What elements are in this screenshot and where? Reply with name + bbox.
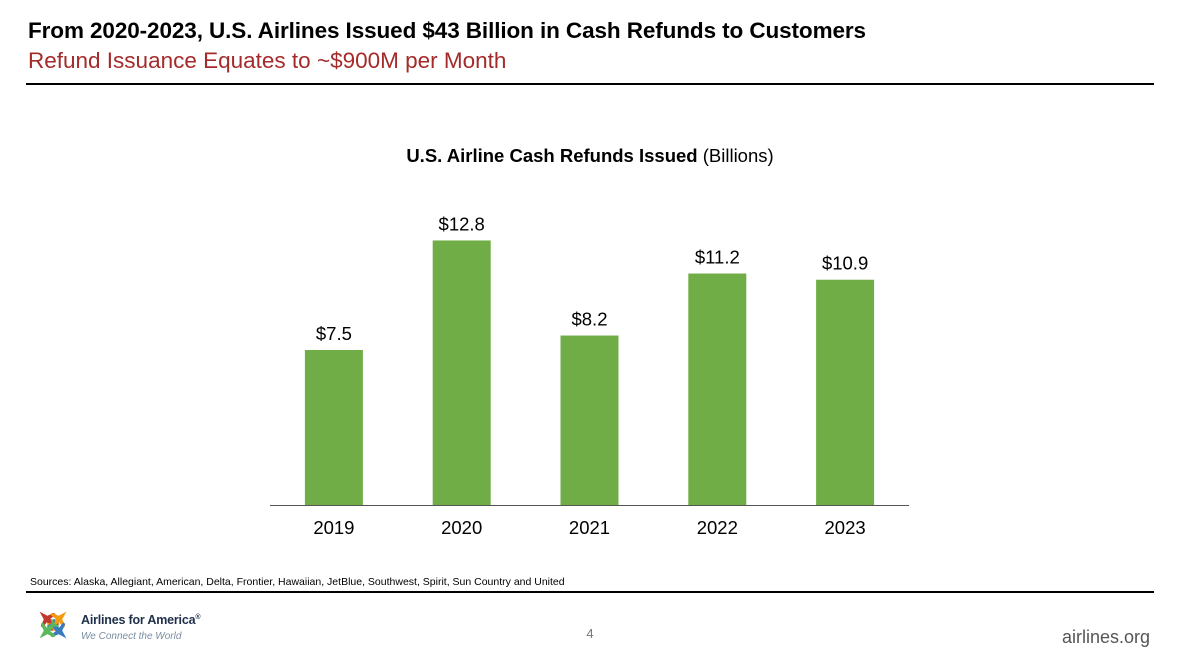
bar-2019	[304, 350, 363, 505]
chart-title-unit: (Billions)	[702, 145, 774, 166]
logo-text: Airlines for America®	[81, 613, 201, 627]
x-tick-label-2019: 2019	[313, 517, 354, 538]
logo-plane-icon-4	[39, 618, 60, 639]
x-tick-label-2023: 2023	[825, 517, 866, 538]
data-label-2019: $7.5	[316, 323, 352, 344]
x-tick-label-2021: 2021	[569, 517, 610, 538]
bar-2023	[816, 279, 875, 505]
airlines-for-america-logo-icon	[39, 611, 67, 639]
data-label-2022: $11.2	[695, 247, 740, 268]
bar-2022	[688, 273, 747, 505]
sources-note: Sources: Alaska, Allegiant, American, De…	[30, 576, 565, 588]
slide-subtitle: Refund Issuance Equates to ~$900M per Mo…	[28, 48, 507, 73]
bar-2021	[560, 335, 619, 505]
logo-name: Airlines for America	[81, 613, 196, 627]
page-number: 4	[586, 626, 594, 641]
chart-title-main: U.S. Airline Cash Refunds Issued	[406, 145, 698, 166]
data-label-2023: $10.9	[822, 253, 868, 274]
data-label-2021: $8.2	[571, 309, 607, 330]
x-tick-label-2020: 2020	[441, 517, 482, 538]
bar-2020	[432, 240, 491, 505]
logo-tagline: We Connect the World	[81, 631, 182, 642]
x-tick-label-2022: 2022	[697, 517, 738, 538]
data-label-2020: $12.8	[439, 213, 485, 234]
footer-divider	[26, 591, 1154, 593]
logo-registered-mark: ®	[195, 613, 201, 621]
title-divider	[26, 83, 1154, 85]
chart-title: U.S. Airline Cash Refunds Issued (Billio…	[270, 145, 910, 167]
website-url[interactable]: airlines.org	[1061, 627, 1150, 647]
slide-title: From 2020-2023, U.S. Airlines Issued $43…	[28, 18, 866, 43]
